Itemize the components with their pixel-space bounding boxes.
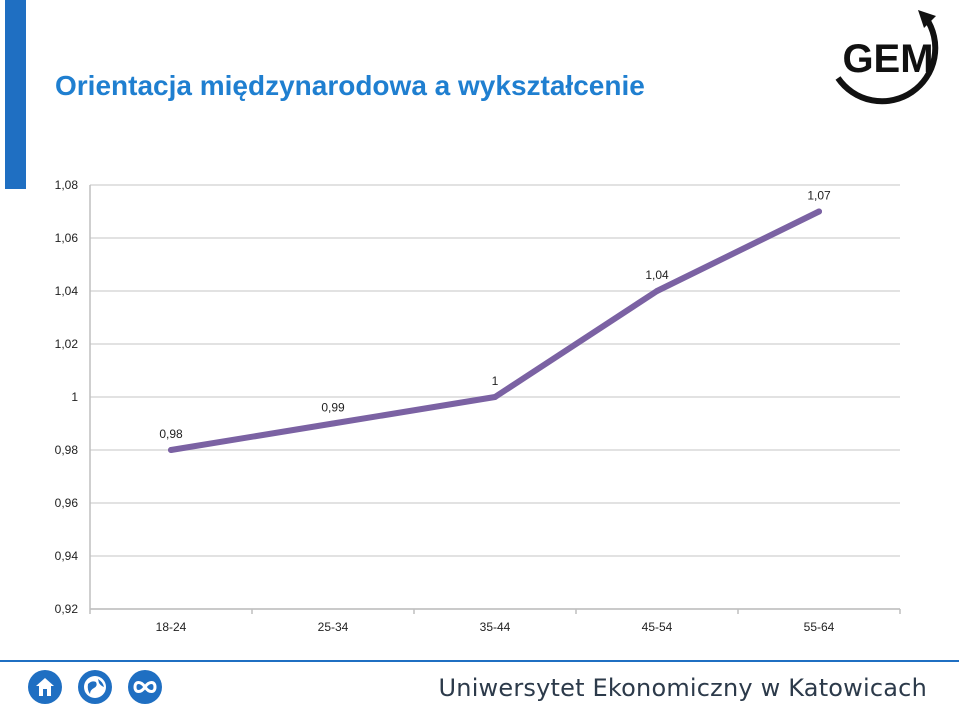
logo-text: GEM bbox=[842, 37, 933, 81]
series-line bbox=[168, 208, 822, 453]
data-label: 0,99 bbox=[321, 401, 345, 415]
home-icon[interactable] bbox=[28, 670, 62, 704]
series-group bbox=[168, 208, 822, 453]
x-axis bbox=[89, 185, 901, 614]
y-axis-labels: 0,92 0,94 0,96 0,98 1 1,02 1,04 1,06 1,08 bbox=[55, 178, 79, 616]
data-point bbox=[168, 447, 174, 453]
data-label: 1 bbox=[492, 374, 499, 388]
y-tick-label: 1,06 bbox=[55, 231, 79, 245]
x-tick-label: 18-24 bbox=[156, 620, 187, 634]
x-tick-label: 45-54 bbox=[642, 620, 673, 634]
data-label: 0,98 bbox=[159, 427, 183, 441]
y-tick-label: 0,94 bbox=[55, 549, 79, 563]
data-label: 1,04 bbox=[645, 268, 669, 282]
x-axis-labels: 18-24 25-34 35-44 45-54 55-64 bbox=[156, 620, 835, 634]
data-point bbox=[330, 420, 336, 427]
y-tick-label: 1,04 bbox=[55, 284, 79, 298]
data-point bbox=[492, 394, 498, 400]
accent-bar bbox=[5, 0, 26, 189]
y-tick-label: 0,96 bbox=[55, 496, 79, 510]
gem-logo: GEM bbox=[835, 10, 939, 105]
footer-university-name: Uniwersytet Ekonomiczny w Katowicach bbox=[438, 674, 927, 702]
y-tick-label: 1 bbox=[71, 390, 78, 404]
x-tick-label: 55-64 bbox=[804, 620, 835, 634]
infinity-icon[interactable] bbox=[128, 670, 162, 704]
y-tick-label: 0,98 bbox=[55, 443, 79, 457]
data-point bbox=[816, 208, 822, 215]
data-label: 1,07 bbox=[807, 189, 831, 203]
data-point bbox=[654, 288, 660, 294]
y-tick-label: 1,08 bbox=[55, 178, 79, 192]
footer-divider bbox=[0, 660, 959, 662]
y-tick-label: 1,02 bbox=[55, 337, 79, 351]
y-tick-label: 0,92 bbox=[55, 602, 79, 616]
data-labels: 0,98 0,99 1 1,04 1,07 bbox=[159, 189, 831, 442]
x-tick-label: 35-44 bbox=[480, 620, 511, 634]
slide-title: Orientacja międzynarodowa a wykształceni… bbox=[55, 70, 645, 101]
x-tick-label: 25-34 bbox=[318, 620, 349, 634]
globe-icon[interactable] bbox=[78, 670, 112, 704]
line-chart: 0,92 0,94 0,96 0,98 1 1,02 1,04 1,06 1,08 18-24 2… bbox=[55, 178, 901, 634]
